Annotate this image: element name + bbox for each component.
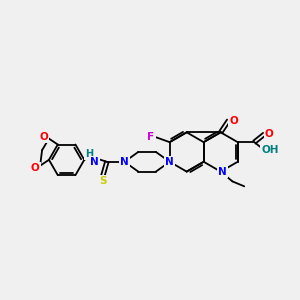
Text: O: O: [40, 132, 48, 142]
Text: F: F: [148, 132, 154, 142]
Text: S: S: [99, 176, 107, 186]
Text: O: O: [229, 116, 238, 126]
Text: N: N: [165, 157, 174, 167]
Text: OH: OH: [261, 145, 279, 155]
Text: N: N: [218, 167, 227, 177]
Text: N: N: [120, 157, 129, 167]
Text: N: N: [90, 157, 98, 167]
Text: O: O: [265, 129, 273, 139]
Text: O: O: [31, 163, 40, 173]
Text: H: H: [85, 149, 93, 159]
